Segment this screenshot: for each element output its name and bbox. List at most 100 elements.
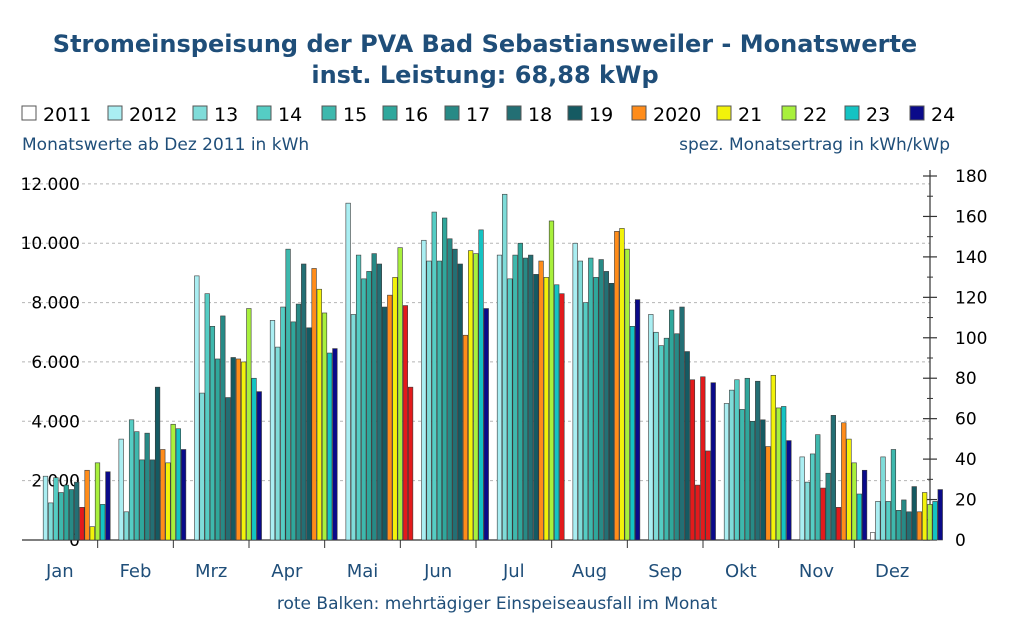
bar-2012-Mrz xyxy=(194,275,200,541)
legend-swatch-2011 xyxy=(21,105,37,121)
bar-14-Sep xyxy=(658,345,664,541)
bar-13-Dez xyxy=(880,456,886,541)
bar-18-Apr xyxy=(301,263,307,541)
bar-17-Feb xyxy=(144,432,150,541)
chart-subtitle: inst. Leistung: 68,88 kWp xyxy=(311,61,658,89)
legend-label-18: 18 xyxy=(528,104,552,126)
bar-22-Jan xyxy=(94,462,101,541)
right-axis-label: spez. Monatsertrag in kWh/kWp xyxy=(679,135,950,155)
bar-24-Aug xyxy=(634,299,641,541)
legend-label-22: 22 xyxy=(803,104,827,126)
bar-16-Apr xyxy=(290,321,296,541)
bar-2012-Dez xyxy=(875,501,881,541)
bar-21-Mai xyxy=(392,277,398,541)
bar-19-Aug xyxy=(608,282,615,541)
bar-14-Nov xyxy=(809,453,816,541)
right-tick-label: 140 xyxy=(955,248,987,268)
bar-23-Jan xyxy=(100,504,106,541)
bar-24-Apr xyxy=(332,348,338,541)
legend-swatch-13 xyxy=(192,105,208,121)
bar-2012-Apr xyxy=(269,320,276,541)
bar-2012-Okt xyxy=(723,403,730,541)
bar-14-Feb xyxy=(128,419,135,541)
bar-2012-Jul xyxy=(496,254,503,541)
bar-19-Sep xyxy=(684,351,690,541)
bar-24-Dez xyxy=(937,489,943,541)
bar-13-Sep xyxy=(653,331,659,541)
bar-2020-Apr xyxy=(311,268,317,541)
left-tick-label: 10.000 xyxy=(21,234,80,254)
bar-2012-Nov xyxy=(799,456,805,541)
right-tick-label: 180 xyxy=(955,167,987,187)
bar-16-Mrz xyxy=(215,358,221,541)
bar-18-Jul xyxy=(528,254,534,541)
bar-13-Mrz xyxy=(199,392,205,541)
bar-2020-Jan xyxy=(84,469,90,541)
bar-15-Dez xyxy=(890,449,897,541)
left-tick-label: 4.000 xyxy=(31,412,80,432)
left-axis-label: Monatswerte ab Dez 2011 in kWh xyxy=(22,135,309,155)
bar-17-Sep xyxy=(674,333,680,541)
left-tick-label: 12.000 xyxy=(21,175,80,195)
bar-14-Aug xyxy=(582,302,589,541)
bar-21-Okt xyxy=(770,374,776,541)
bar-16-Okt xyxy=(744,377,750,541)
bar-16-Sep xyxy=(669,309,675,541)
right-tick-label: 60 xyxy=(955,410,977,430)
bar-24-Okt xyxy=(786,440,792,541)
bar-24-Jul xyxy=(559,293,565,541)
legend-swatch-15 xyxy=(321,105,337,121)
bar-18-Mai xyxy=(376,263,382,541)
bar-2020-Okt xyxy=(765,446,771,541)
plot-area: 02.0004.0006.0008.00010.00012.0000204060… xyxy=(21,167,988,582)
bar-2012-Aug xyxy=(572,242,578,541)
bar-15-Sep xyxy=(663,337,670,541)
bar-19-Jun xyxy=(457,263,463,541)
bar-14-Apr xyxy=(280,306,286,541)
bar-15-Jan xyxy=(58,492,64,541)
bar-23-Okt xyxy=(781,406,787,541)
bar-22-Feb xyxy=(170,423,176,541)
bar-2020-Feb xyxy=(160,449,166,541)
bar-13-Okt xyxy=(729,389,735,541)
bar-15-Okt xyxy=(739,409,745,541)
legend-swatch-24 xyxy=(909,105,925,121)
legend-swatch-14 xyxy=(256,105,272,121)
bar-17-Mai xyxy=(371,253,377,541)
bar-23-Dez xyxy=(932,501,938,541)
bar-13-Jul xyxy=(502,193,508,541)
bar-17-Jan xyxy=(68,489,75,541)
bar-13-Aug xyxy=(577,260,583,541)
bar-2020-Mai xyxy=(387,294,393,541)
bar-19-Dez xyxy=(911,486,917,541)
bar-13-Jan xyxy=(48,502,54,541)
bar-22-Dez xyxy=(927,504,933,541)
bar-18-Jun xyxy=(452,248,458,541)
bar-19-Mrz xyxy=(230,357,236,541)
bar-13-Nov xyxy=(804,481,810,541)
bar-23-Mrz xyxy=(251,377,257,541)
x-tick-label: Mrz xyxy=(195,561,227,582)
x-tick-label: Jan xyxy=(45,561,74,582)
bar-2012-Mai xyxy=(345,202,351,541)
bar-18-Jan xyxy=(74,481,80,541)
bar-23-Sep xyxy=(705,450,711,541)
bar-22-Jul xyxy=(548,220,555,541)
bar-17-Aug xyxy=(598,259,604,541)
left-tick-label: 0 xyxy=(69,531,80,551)
bar-15-Jul xyxy=(512,254,518,541)
bar-23-Aug xyxy=(629,326,635,541)
bar-16-Dez xyxy=(896,510,902,541)
bar-22-Aug xyxy=(624,248,630,541)
bar-2020-Sep xyxy=(689,379,696,541)
right-tick-label: 160 xyxy=(955,207,987,227)
bar-19-Nov xyxy=(835,507,842,541)
bar-22-Nov xyxy=(851,462,857,541)
bar-14-Mai xyxy=(355,254,362,541)
bar-15-Feb xyxy=(134,431,140,541)
bar-21-Dez xyxy=(922,492,928,541)
bar-19-Jul xyxy=(533,274,539,541)
bar-19-Feb xyxy=(154,386,161,541)
bar-18-Aug xyxy=(603,271,609,541)
